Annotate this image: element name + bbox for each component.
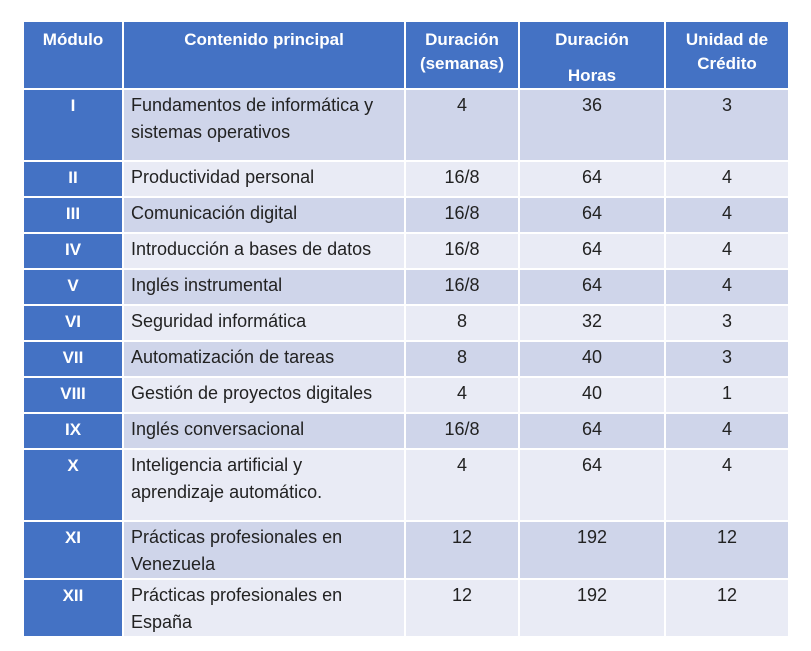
content-cell: Productividad personal bbox=[122, 160, 406, 198]
header-hours-line2: Horas bbox=[567, 66, 617, 85]
credits-cell: 4 bbox=[664, 196, 790, 234]
header-weeks: Duración (semanas) bbox=[404, 20, 520, 90]
module-cell: IV bbox=[22, 232, 124, 270]
module-cell: IX bbox=[22, 412, 124, 450]
credits-cell: 4 bbox=[664, 448, 790, 522]
weeks-cell: 12 bbox=[404, 578, 520, 638]
credits-cell: 4 bbox=[664, 160, 790, 198]
module-cell: VII bbox=[22, 340, 124, 378]
module-cell: X bbox=[22, 448, 124, 522]
module-cell: VIII bbox=[22, 376, 124, 414]
hours-cell: 64 bbox=[518, 448, 666, 522]
header-content: Contenido principal bbox=[122, 20, 406, 90]
module-cell: V bbox=[22, 268, 124, 306]
header-credits-line1: Unidad de bbox=[685, 30, 769, 49]
hours-cell: 64 bbox=[518, 196, 666, 234]
table-row: I Fundamentos de informática y sistemas … bbox=[22, 88, 790, 162]
content-cell: Fundamentos de informática y sistemas op… bbox=[122, 88, 406, 162]
credits-cell: 3 bbox=[664, 88, 790, 162]
credits-cell: 1 bbox=[664, 376, 790, 414]
hours-cell: 192 bbox=[518, 578, 666, 638]
table-row: X Inteligencia artificial y aprendizaje … bbox=[22, 448, 790, 522]
hours-cell: 64 bbox=[518, 160, 666, 198]
content-cell: Seguridad informática bbox=[122, 304, 406, 342]
weeks-cell: 8 bbox=[404, 340, 520, 378]
module-cell: XII bbox=[22, 578, 124, 638]
table-header-row: Módulo Contenido principal Duración (sem… bbox=[22, 20, 790, 90]
module-cell: VI bbox=[22, 304, 124, 342]
header-weeks-line1: Duración bbox=[425, 30, 499, 49]
credits-cell: 4 bbox=[664, 232, 790, 270]
weeks-cell: 8 bbox=[404, 304, 520, 342]
credits-cell: 4 bbox=[664, 268, 790, 306]
module-cell: II bbox=[22, 160, 124, 198]
weeks-cell: 16/8 bbox=[404, 268, 520, 306]
table-row: III Comunicación digital 16/8 64 4 bbox=[22, 196, 790, 234]
hours-cell: 64 bbox=[518, 412, 666, 450]
header-weeks-line2: (semanas) bbox=[419, 54, 505, 73]
hours-cell: 40 bbox=[518, 376, 666, 414]
table-row: XI Prácticas profesionales en Venezuela … bbox=[22, 520, 790, 580]
credits-cell: 3 bbox=[664, 340, 790, 378]
content-cell: Gestión de proyectos digitales bbox=[122, 376, 406, 414]
credits-cell: 12 bbox=[664, 578, 790, 638]
table-row: II Productividad personal 16/8 64 4 bbox=[22, 160, 790, 198]
modules-table: Módulo Contenido principal Duración (sem… bbox=[22, 20, 790, 638]
header-hours-line1: Duración bbox=[555, 30, 629, 49]
module-cell: III bbox=[22, 196, 124, 234]
table-row: VII Automatización de tareas 8 40 3 bbox=[22, 340, 790, 378]
weeks-cell: 16/8 bbox=[404, 160, 520, 198]
content-cell: Prácticas profesionales en Venezuela bbox=[122, 520, 406, 580]
table-row: IX Inglés conversacional 16/8 64 4 bbox=[22, 412, 790, 450]
weeks-cell: 4 bbox=[404, 88, 520, 162]
weeks-cell: 16/8 bbox=[404, 196, 520, 234]
table-row: XII Prácticas profesionales en España 12… bbox=[22, 578, 790, 638]
content-cell: Prácticas profesionales en España bbox=[122, 578, 406, 638]
hours-cell: 64 bbox=[518, 232, 666, 270]
hours-cell: 40 bbox=[518, 340, 666, 378]
weeks-cell: 12 bbox=[404, 520, 520, 580]
hours-cell: 64 bbox=[518, 268, 666, 306]
weeks-cell: 4 bbox=[404, 448, 520, 522]
table-row: IV Introducción a bases de datos 16/8 64… bbox=[22, 232, 790, 270]
content-cell: Comunicación digital bbox=[122, 196, 406, 234]
table-row: VI Seguridad informática 8 32 3 bbox=[22, 304, 790, 342]
weeks-cell: 4 bbox=[404, 376, 520, 414]
weeks-cell: 16/8 bbox=[404, 232, 520, 270]
content-cell: Inglés conversacional bbox=[122, 412, 406, 450]
header-credits-line2: Crédito bbox=[697, 54, 757, 73]
table-row: V Inglés instrumental 16/8 64 4 bbox=[22, 268, 790, 306]
header-hours: Duración Horas bbox=[518, 20, 666, 90]
hours-cell: 36 bbox=[518, 88, 666, 162]
header-credits: Unidad de Crédito bbox=[664, 20, 790, 90]
hours-cell: 32 bbox=[518, 304, 666, 342]
credits-cell: 3 bbox=[664, 304, 790, 342]
hours-cell: 192 bbox=[518, 520, 666, 580]
content-cell: Inteligencia artificial y aprendizaje au… bbox=[122, 448, 406, 522]
content-cell: Introducción a bases de datos bbox=[122, 232, 406, 270]
credits-cell: 4 bbox=[664, 412, 790, 450]
header-module: Módulo bbox=[22, 20, 124, 90]
weeks-cell: 16/8 bbox=[404, 412, 520, 450]
content-cell: Automatización de tareas bbox=[122, 340, 406, 378]
module-cell: I bbox=[22, 88, 124, 162]
credits-cell: 12 bbox=[664, 520, 790, 580]
module-cell: XI bbox=[22, 520, 124, 580]
table-row: VIII Gestión de proyectos digitales 4 40… bbox=[22, 376, 790, 414]
content-cell: Inglés instrumental bbox=[122, 268, 406, 306]
